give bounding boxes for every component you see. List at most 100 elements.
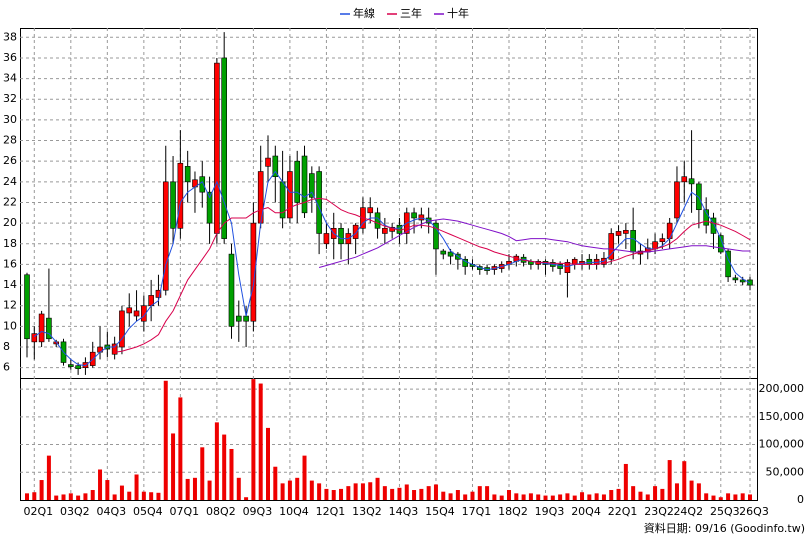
candle-body [111, 343, 118, 355]
candle-body [46, 317, 52, 340]
x-tick-label: 05Q4 [133, 505, 163, 518]
volume-bar [631, 486, 636, 500]
candle-body [126, 307, 133, 314]
volume-bar [309, 480, 314, 500]
volume-bar [419, 488, 424, 500]
volume-bar [214, 422, 219, 500]
volume-bar [704, 493, 709, 500]
volume-bar [185, 478, 190, 500]
candle-body [382, 227, 388, 234]
volume-bar [61, 494, 66, 500]
candle-body [688, 178, 695, 185]
x-tick-label: 08Q2 [206, 505, 236, 518]
volume-bar [68, 493, 73, 500]
candle-body [133, 310, 140, 317]
candle-body [287, 171, 293, 219]
x-tick-label: 17Q1 [462, 505, 492, 518]
candle-body [119, 310, 125, 348]
candle-body [31, 333, 38, 343]
volume-bar [32, 492, 37, 500]
x-tick-label: 15Q4 [425, 505, 455, 518]
volume-bar [287, 480, 292, 500]
volume-bar [623, 463, 628, 500]
candle-body [250, 222, 257, 322]
x-tick-label: 18Q2 [498, 505, 528, 518]
candle-body [352, 224, 359, 239]
volume-bar [441, 491, 446, 500]
volume-bar [266, 427, 270, 500]
y-tick-label: 10 [3, 319, 17, 332]
volume-bar [127, 491, 132, 500]
volume-bar [39, 480, 44, 500]
volume-bar [382, 486, 387, 500]
volume-bar [580, 492, 585, 500]
volume-bar [200, 447, 205, 500]
candle-body [447, 251, 454, 257]
volume-bar [748, 494, 752, 500]
volume-bar [317, 483, 322, 500]
volume-bar [426, 486, 431, 500]
volume-bar [54, 495, 59, 500]
volume-bar [375, 477, 380, 500]
candle-body [440, 250, 447, 255]
candle-body [214, 62, 220, 234]
volume-bar [90, 490, 95, 500]
y-tick-label: 30 [3, 113, 17, 126]
volume-bar [273, 466, 278, 500]
candle-body [608, 233, 615, 260]
volume-tick-label: 100,000 [759, 438, 805, 451]
x-tick-label: 20Q4 [571, 505, 601, 518]
candle-body [630, 230, 636, 253]
volume-bar [477, 486, 482, 500]
volume-bar [368, 482, 373, 500]
volume-bar [302, 455, 307, 500]
x-tick-label: 09Q3 [243, 505, 273, 518]
volume-bar [397, 487, 402, 500]
candle-body [68, 364, 74, 367]
candle-body [615, 231, 622, 236]
volume-bar [667, 460, 672, 500]
volume-tick-label: 200,000 [759, 382, 805, 395]
volume-tick-label: 150,000 [759, 410, 805, 423]
candle-body [294, 160, 301, 203]
volume-bar [696, 483, 701, 500]
candle-body [316, 171, 322, 234]
candle-body [659, 238, 666, 243]
volume-bar [83, 493, 88, 500]
legend-label: 三年 [400, 6, 422, 20]
x-tick-label: 10Q4 [279, 505, 309, 518]
volume-bar [470, 491, 475, 500]
ma-line [318, 218, 750, 268]
volume-bar [258, 383, 263, 500]
y-tick-label: 20 [3, 216, 17, 229]
candle-body [265, 157, 271, 167]
x-tick-label: 04Q3 [97, 505, 127, 518]
candle-body [141, 305, 147, 322]
volume-bar [718, 497, 723, 500]
volume-bar [295, 477, 300, 500]
candle-body [38, 313, 45, 343]
y-tick-label: 34 [3, 72, 17, 85]
volume-bar [171, 433, 176, 500]
y-tick-label: 26 [3, 154, 17, 167]
candle-body [199, 176, 206, 193]
volume-bar [222, 434, 227, 500]
volume-bar [455, 490, 460, 500]
volume-bar [558, 494, 563, 500]
candle-body [396, 224, 403, 234]
volume-bar [360, 483, 365, 500]
volume-bar [507, 490, 511, 500]
y-tick-label: 22 [3, 195, 17, 208]
volume-bar [711, 495, 716, 500]
volume-bar [616, 488, 621, 500]
candle-body [739, 279, 746, 283]
volume-bar [412, 490, 417, 500]
volume-bar [141, 491, 146, 500]
y-tick-label: 8 [3, 340, 10, 353]
candle-body [717, 235, 724, 253]
volume-tick-label: 50,000 [766, 465, 805, 478]
candle-body [418, 214, 425, 221]
candle-body [235, 315, 242, 322]
volume-bar [609, 490, 614, 500]
candle-body [177, 162, 184, 229]
